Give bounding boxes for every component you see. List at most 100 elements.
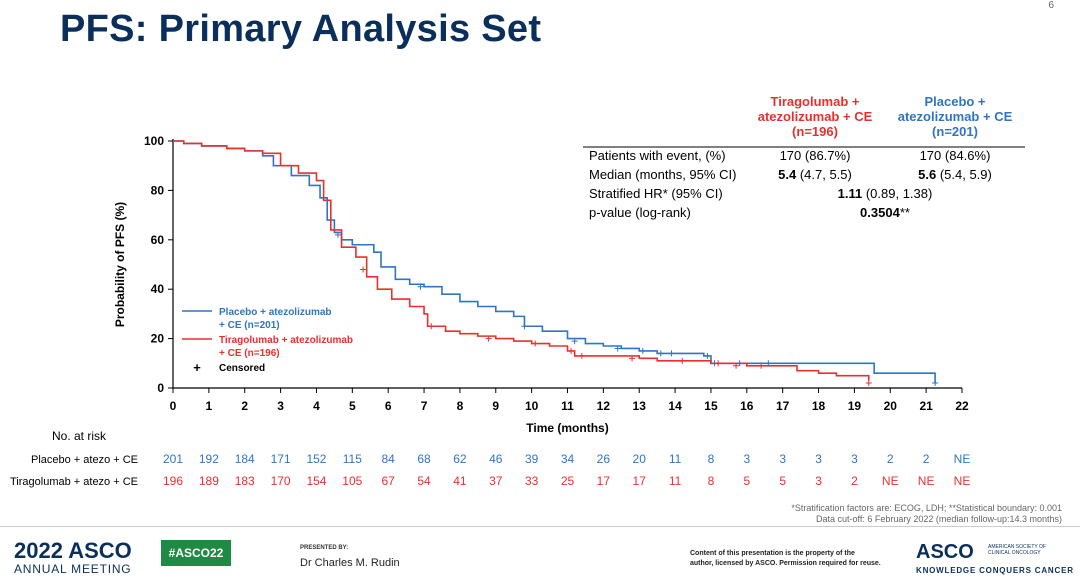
risk-value-placebo: 8 bbox=[708, 452, 715, 466]
risk-value-placebo: 11 bbox=[669, 452, 682, 466]
risk-value-tiragolumab: 67 bbox=[382, 474, 396, 488]
risk-value-tiragolumab: 25 bbox=[561, 474, 575, 488]
x-tick-label: 1 bbox=[206, 399, 213, 413]
risk-value-tiragolumab: 33 bbox=[525, 474, 539, 488]
x-tick-label: 13 bbox=[633, 399, 647, 413]
km-curve-tiragolumab bbox=[173, 140, 870, 381]
hashtag-badge: #ASCO22 bbox=[161, 540, 231, 566]
stats-median-placebo: 5.6 (5.4, 5.9) bbox=[918, 167, 992, 182]
risk-value-tiragolumab: 54 bbox=[417, 474, 431, 488]
asco-tagline: KNOWLEDGE CONQUERS CANCER bbox=[916, 566, 1074, 575]
risk-value-tiragolumab: 41 bbox=[453, 474, 467, 488]
x-tick-label: 20 bbox=[884, 399, 898, 413]
stats-hr-value: 1.11 (0.89, 1.38) bbox=[838, 186, 933, 201]
risk-value-tiragolumab: 17 bbox=[633, 474, 647, 488]
x-axis-title: Time (months) bbox=[526, 421, 608, 435]
censor-mark-placebo bbox=[521, 323, 528, 330]
risk-value-tiragolumab: NE bbox=[918, 474, 935, 488]
x-tick-label: 11 bbox=[561, 399, 574, 413]
x-tick-label: 12 bbox=[597, 399, 611, 413]
risk-value-placebo: 3 bbox=[851, 452, 858, 466]
stats-pvalue: 0.3504** bbox=[860, 205, 910, 220]
x-tick-label: 21 bbox=[919, 399, 933, 413]
asco-logo: ASCO bbox=[916, 541, 974, 563]
x-tick-label: 3 bbox=[277, 399, 284, 413]
risk-value-placebo: 68 bbox=[417, 452, 431, 466]
risk-value-placebo: 171 bbox=[271, 452, 291, 466]
risk-value-placebo: NE bbox=[954, 452, 971, 466]
x-tick-label: 5 bbox=[349, 399, 356, 413]
asco-annual-meeting-subtitle: ANNUAL MEETING bbox=[14, 562, 132, 576]
x-tick-label: 17 bbox=[776, 399, 790, 413]
risk-value-placebo: 201 bbox=[163, 452, 183, 466]
risk-value-placebo: 26 bbox=[597, 452, 611, 466]
censor-mark-placebo bbox=[334, 231, 341, 238]
stats-events-placebo: 170 (84.6%) bbox=[920, 148, 991, 163]
copyright-line-2: author, licensed by ASCO. Permission req… bbox=[690, 560, 881, 567]
footnote-stratification: *Stratification factors are: ECOG, LDH; … bbox=[791, 503, 1062, 513]
risk-value-tiragolumab: 2 bbox=[851, 474, 858, 488]
x-tick-label: 2 bbox=[241, 399, 248, 413]
stats-median-tiragolumab-ci: (4.7, 5.5) bbox=[796, 167, 852, 182]
censor-mark-tiragolumab bbox=[629, 355, 636, 362]
x-tick-label: 7 bbox=[421, 399, 428, 413]
stats-label-median: Median (months, 95% CI) bbox=[589, 167, 736, 182]
risk-value-placebo: 84 bbox=[382, 452, 396, 466]
censor-mark-tiragolumab bbox=[360, 266, 367, 273]
presented-by-label: PRESENTED BY: bbox=[300, 545, 349, 551]
risk-value-tiragolumab: NE bbox=[882, 474, 899, 488]
risk-value-placebo: 20 bbox=[633, 452, 647, 466]
stats-col-header-placebo: atezolizumab + CE bbox=[898, 109, 1013, 124]
censor-mark-placebo bbox=[417, 283, 424, 290]
risk-value-tiragolumab: 5 bbox=[779, 474, 786, 488]
risk-value-placebo: 2 bbox=[887, 452, 894, 466]
x-tick-label: 4 bbox=[313, 399, 320, 413]
x-tick-label: 15 bbox=[704, 399, 718, 413]
stats-col-header-tiragolumab: Tiragolumab + bbox=[771, 94, 860, 109]
censor-mark-placebo bbox=[736, 360, 743, 367]
y-tick-label: 80 bbox=[151, 183, 165, 197]
stats-col-header-tiragolumab: (n=196) bbox=[792, 124, 838, 139]
y-tick-label: 40 bbox=[151, 282, 165, 296]
censor-mark-tiragolumab bbox=[715, 360, 722, 367]
censor-mark-tiragolumab bbox=[428, 323, 435, 330]
presenter-name: Dr Charles M. Rudin bbox=[300, 557, 400, 569]
risk-value-tiragolumab: 196 bbox=[163, 474, 183, 488]
censor-mark-placebo bbox=[571, 338, 578, 345]
stats-label-pvalue: p-value (log-rank) bbox=[589, 205, 691, 220]
stats-hr-estimate: 1.11 bbox=[838, 186, 863, 201]
y-tick-label: 0 bbox=[157, 381, 164, 395]
footnote-data-cutoff: Data cut-off: 6 February 2022 (median fo… bbox=[816, 514, 1062, 524]
censor-mark-tiragolumab bbox=[865, 380, 872, 387]
censor-mark-tiragolumab bbox=[758, 362, 765, 369]
x-tick-label: 22 bbox=[955, 399, 969, 413]
x-tick-label: 10 bbox=[525, 399, 539, 413]
x-tick-label: 18 bbox=[812, 399, 826, 413]
chart-censor-marks bbox=[334, 231, 939, 387]
stats-hr-ci: (0.89, 1.38) bbox=[862, 186, 932, 201]
x-tick-label: 0 bbox=[170, 399, 177, 413]
stats-label-hr: Stratified HR* (95% CI) bbox=[589, 186, 723, 201]
x-tick-label: 6 bbox=[385, 399, 392, 413]
censor-mark-placebo bbox=[668, 350, 675, 357]
y-tick-label: 100 bbox=[144, 134, 164, 148]
y-axis-title: Probability of PFS (%) bbox=[113, 202, 127, 327]
censor-mark-placebo bbox=[657, 350, 664, 357]
stats-median-placebo-value: 5.6 bbox=[918, 167, 936, 182]
risk-value-placebo: 3 bbox=[779, 452, 786, 466]
risk-value-tiragolumab: 17 bbox=[597, 474, 611, 488]
y-tick-label: 60 bbox=[151, 233, 165, 247]
stats-median-tiragolumab-value: 5.4 bbox=[778, 167, 797, 182]
stats-col-header-tiragolumab: atezolizumab + CE bbox=[758, 109, 873, 124]
risk-row-label-placebo: Placebo + atezo + CE bbox=[31, 454, 138, 466]
x-tick-label: 14 bbox=[668, 399, 682, 413]
legend-label-tiragolumab-line2: + CE (n=196) bbox=[219, 348, 280, 359]
risk-value-placebo: 115 bbox=[343, 452, 362, 466]
risk-value-placebo: 3 bbox=[815, 452, 822, 466]
legend-censored-symbol: + bbox=[193, 360, 201, 375]
legend-label-placebo-line2: + CE (n=201) bbox=[219, 320, 280, 331]
legend-label-censored: Censored bbox=[219, 363, 265, 374]
risk-value-tiragolumab: 183 bbox=[235, 474, 255, 488]
